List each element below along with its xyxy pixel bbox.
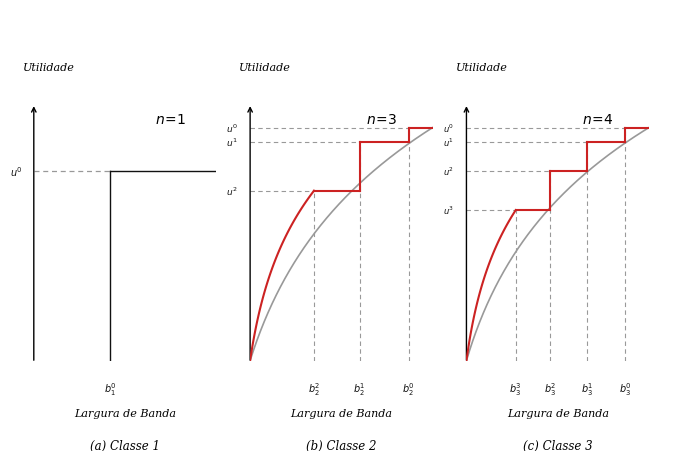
- Text: Largura de Banda: Largura de Banda: [291, 408, 392, 418]
- Text: $u^2$: $u^2$: [443, 166, 454, 178]
- Text: $b_3^1$: $b_3^1$: [581, 380, 593, 397]
- Text: Utilidade: Utilidade: [456, 63, 508, 73]
- Text: $b_3^0$: $b_3^0$: [619, 380, 631, 397]
- Text: Largura de Banda: Largura de Banda: [507, 408, 608, 418]
- Text: (c) Classe 3: (c) Classe 3: [523, 439, 592, 451]
- Text: $u^3$: $u^3$: [443, 204, 454, 217]
- Text: $u^0$: $u^0$: [10, 165, 23, 179]
- Text: (b) Classe 2: (b) Classe 2: [306, 439, 377, 451]
- Text: (a) Classe 1: (a) Classe 1: [90, 439, 160, 451]
- Text: $b_2^1$: $b_2^1$: [354, 380, 366, 397]
- Text: Utilidade: Utilidade: [23, 63, 75, 73]
- Text: Largura de Banda: Largura de Banda: [74, 408, 176, 418]
- Text: $u^1$: $u^1$: [226, 137, 237, 149]
- Text: $b_2^0$: $b_2^0$: [402, 380, 415, 397]
- Text: $u^0$: $u^0$: [443, 122, 454, 134]
- Text: $u^0$: $u^0$: [226, 122, 237, 134]
- Text: $n\!=\!3$: $n\!=\!3$: [366, 112, 397, 126]
- Text: $n\!=\!4$: $n\!=\!4$: [582, 112, 614, 126]
- Text: $b_2^2$: $b_2^2$: [308, 380, 320, 397]
- Text: $b_1^0$: $b_1^0$: [104, 380, 117, 397]
- Text: $b_3^2$: $b_3^2$: [544, 380, 556, 397]
- Text: $u^2$: $u^2$: [226, 185, 237, 198]
- Text: $u^1$: $u^1$: [443, 137, 454, 149]
- Text: $b_3^3$: $b_3^3$: [509, 380, 522, 397]
- Text: $n\!=\!1$: $n\!=\!1$: [155, 112, 186, 126]
- Text: Utilidade: Utilidade: [239, 63, 291, 73]
